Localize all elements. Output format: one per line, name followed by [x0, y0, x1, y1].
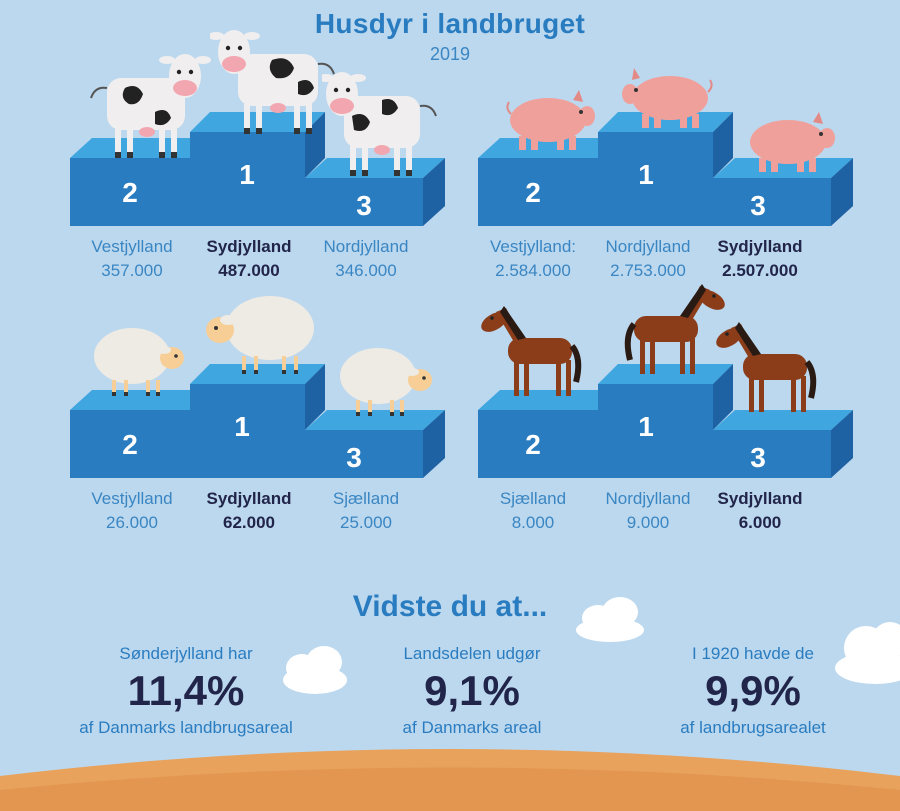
horse-icon	[624, 284, 725, 374]
rank-1: 1	[239, 159, 255, 190]
sheep-icon	[206, 296, 314, 374]
region-name: Sjælland	[332, 489, 400, 508]
label-rank-2: Vestjylland 357.000	[72, 235, 192, 283]
sheep-icon	[94, 328, 184, 396]
region-value: 487.000	[218, 261, 280, 280]
region-value: 346.000	[335, 261, 397, 280]
rank-3: 3	[356, 190, 372, 221]
label-rank-3: Nordjylland 346.000	[306, 235, 426, 283]
fact-intro: I 1920 havde de	[692, 644, 814, 663]
rank-1: 1	[234, 411, 250, 442]
fact-outro: af Danmarks areal	[402, 718, 542, 737]
label-rank-2: Vestjylland 26.000	[72, 487, 192, 535]
region-name: Vestjylland	[91, 237, 173, 256]
region-name: Sydjylland	[206, 237, 292, 256]
region-value: 6.000	[738, 513, 782, 532]
label-rank-1: Sydjylland 62.000	[189, 487, 309, 535]
panel-horses: 2 1 3 Sjælland 8.000 Nordjylland 9.000 Syd…	[478, 284, 868, 592]
fact-percentage: 9,1%	[424, 667, 520, 714]
page-title: Husdyr i landbruget	[314, 8, 586, 39]
rank-1: 1	[638, 411, 654, 442]
region-name: Sjælland	[499, 489, 567, 508]
region-value: 62.000	[223, 513, 275, 532]
region-name: Nordjylland	[605, 489, 691, 508]
region-name: Sydjylland	[717, 489, 803, 508]
region-name: Sydjylland	[717, 237, 803, 256]
panel-cows: 2 1 3	[70, 30, 460, 340]
facts-heading: Vidste du at...	[352, 590, 548, 623]
fact-outro: af Danmarks landbrugsareal	[79, 718, 293, 737]
podium: 2 1 3	[478, 112, 853, 226]
label-rank-3: Sjælland 25.000	[306, 487, 426, 535]
region-name: Vestjylland	[91, 489, 173, 508]
region-value: 8.000	[511, 513, 555, 532]
region-name: Sydjylland	[206, 489, 292, 508]
label-rank-3: Sydjylland 6.000	[700, 487, 820, 535]
region-name: Nordjylland	[605, 237, 691, 256]
podium: 2 1 3	[478, 364, 853, 478]
fact-item: I 1920 havde de 9,9% af landbrugsarealet	[623, 643, 883, 739]
region-value: 2.753.000	[610, 261, 686, 280]
rank-2: 2	[525, 429, 541, 460]
fact-percentage: 11,4%	[127, 667, 245, 714]
fact-item: Landsdelen udgør 9,1% af Danmarks areal	[342, 643, 602, 739]
rank-3: 3	[750, 190, 766, 221]
cloud-icon	[835, 622, 900, 684]
cow-icon	[210, 30, 335, 134]
horse-icon	[481, 306, 582, 396]
region-value: 25.000	[340, 513, 392, 532]
rank-3: 3	[346, 442, 362, 473]
rank-1: 1	[638, 159, 654, 190]
pig-icon	[750, 112, 835, 172]
year-subtitle: 2019	[429, 44, 471, 64]
fact-outro: af landbrugsarealet	[680, 718, 826, 737]
label-rank-3: Sydjylland 2.507.000	[700, 235, 820, 283]
label-rank-1: Nordjylland 2.753.000	[588, 235, 708, 283]
podium: 2 1 3	[70, 364, 445, 478]
fact-intro: Landsdelen udgør	[403, 644, 541, 663]
panel-sheep: 2 1 3 Vestjylland 26.000 Sydjylland 62.000…	[70, 292, 460, 592]
fact-percentage: 9,9%	[705, 667, 801, 714]
region-name: Vestjylland:	[490, 237, 576, 256]
pig-icon	[622, 68, 713, 128]
rank-3: 3	[750, 442, 766, 473]
cloud-icon	[576, 597, 644, 642]
cow-icon	[90, 54, 211, 158]
label-rank-2: Sjælland 8.000	[473, 487, 593, 535]
region-value: 2.584.000	[495, 261, 571, 280]
label-rank-2: Vestjylland: 2.584.000	[473, 235, 593, 283]
label-rank-1: Sydjylland 487.000	[189, 235, 309, 283]
region-value: 357.000	[101, 261, 163, 280]
region-value: 9.000	[626, 513, 670, 532]
fact-item: Sønderjylland har 11,4% af Danmarks land…	[56, 643, 316, 739]
cloud-icon	[283, 646, 347, 694]
rank-2: 2	[122, 177, 138, 208]
panel-pigs: 2 1 3 Vestjylland: 2.584.000 Nordjylland 2…	[478, 40, 868, 340]
region-value: 2.507.000	[722, 261, 798, 280]
region-value: 26.000	[106, 513, 158, 532]
horse-icon	[716, 322, 817, 412]
label-rank-1: Nordjylland 9.000	[588, 487, 708, 535]
rank-2: 2	[525, 177, 541, 208]
sheep-icon	[340, 348, 432, 416]
cow-icon	[322, 72, 437, 176]
fact-intro: Sønderjylland har	[119, 644, 253, 663]
rank-2: 2	[122, 429, 138, 460]
region-name: Nordjylland	[323, 237, 409, 256]
pig-icon	[506, 90, 595, 150]
